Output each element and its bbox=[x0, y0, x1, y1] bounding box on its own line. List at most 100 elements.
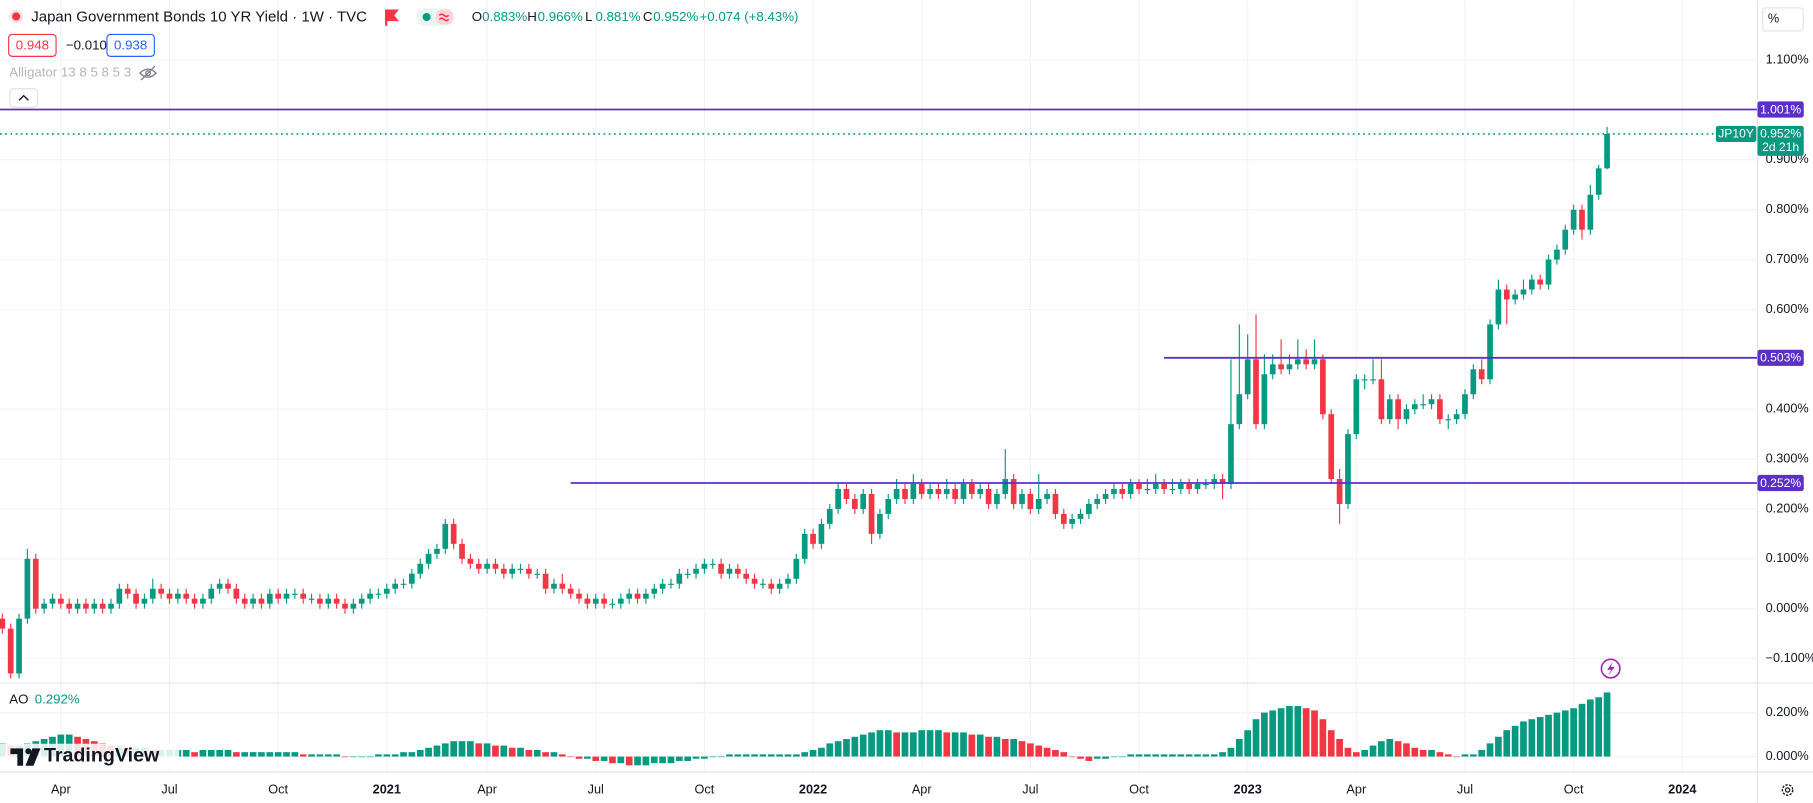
candle-body bbox=[1269, 364, 1276, 375]
ao-bar bbox=[492, 745, 499, 757]
ao-label[interactable]: AO bbox=[9, 691, 28, 706]
ao-bar bbox=[1160, 754, 1168, 757]
ao-bar bbox=[1478, 749, 1486, 757]
ao-bar bbox=[1528, 719, 1536, 757]
ao-bar bbox=[1093, 756, 1101, 759]
candle-body bbox=[500, 568, 507, 574]
candle-body bbox=[1002, 479, 1009, 494]
ao-bar bbox=[960, 732, 967, 757]
ask-box[interactable] bbox=[106, 33, 155, 57]
collapse-button[interactable] bbox=[9, 88, 39, 108]
ao-bar bbox=[1336, 738, 1343, 757]
ao-bar bbox=[266, 752, 274, 757]
candle-body bbox=[617, 598, 624, 604]
candle-body bbox=[877, 513, 883, 534]
candle-body bbox=[751, 578, 758, 584]
ao-bar bbox=[191, 752, 198, 757]
candle-body bbox=[325, 598, 332, 604]
ao-bar bbox=[475, 743, 483, 757]
candle-body bbox=[843, 488, 850, 499]
candle-body bbox=[1445, 419, 1452, 421]
ao-bar bbox=[1018, 741, 1026, 757]
x-tick-label: 2022 bbox=[799, 781, 827, 796]
ao-bar bbox=[483, 743, 491, 757]
candle-body bbox=[793, 558, 800, 579]
candle-body bbox=[108, 603, 114, 609]
symbol-title[interactable]: Japan Government Bonds 10 YR Yield · 1W … bbox=[31, 9, 367, 26]
level-badge bbox=[1757, 474, 1804, 492]
x-tick-label: Jul bbox=[588, 781, 604, 796]
ao-bar bbox=[976, 734, 984, 757]
ao-bar bbox=[1027, 743, 1034, 757]
ao-bar bbox=[216, 749, 223, 757]
candle-body bbox=[442, 523, 449, 549]
candle-body bbox=[1169, 488, 1176, 491]
candle-body bbox=[1320, 359, 1326, 415]
hidden-eye-icon[interactable] bbox=[139, 65, 157, 81]
candle-body bbox=[634, 593, 641, 599]
ao-bar bbox=[868, 732, 875, 757]
candle-body bbox=[1537, 279, 1544, 285]
candle-body bbox=[785, 578, 791, 584]
scale-mode-button[interactable] bbox=[1762, 7, 1804, 32]
candle-body bbox=[58, 598, 64, 604]
ao-bar bbox=[567, 756, 575, 758]
ao-bar bbox=[467, 741, 474, 757]
candle-body bbox=[434, 548, 440, 554]
ao-bar bbox=[425, 747, 432, 757]
indicator-lightning-icon[interactable] bbox=[1600, 658, 1621, 679]
ao-bar bbox=[1327, 730, 1335, 757]
candle-body bbox=[893, 488, 900, 499]
candle-body bbox=[409, 573, 415, 584]
ao-bar bbox=[316, 754, 324, 757]
ao-bar bbox=[1511, 725, 1519, 757]
symbol-badge bbox=[1715, 125, 1757, 143]
indicator-legend[interactable]: Alligator 13 8 5 8 5 3 bbox=[9, 65, 131, 80]
ao-bar bbox=[1035, 745, 1043, 757]
ao-bar bbox=[801, 752, 809, 757]
ao-bar bbox=[375, 754, 382, 757]
candle-body bbox=[1052, 493, 1059, 514]
x-tick-label: Oct bbox=[695, 781, 715, 796]
candle-body bbox=[74, 603, 81, 609]
bid-box[interactable] bbox=[8, 33, 57, 57]
ao-bar bbox=[1361, 749, 1369, 757]
ao-bar bbox=[1286, 706, 1293, 757]
ao-bar bbox=[625, 756, 633, 766]
y-tick-label: 0.200% bbox=[1766, 500, 1809, 515]
candle-body bbox=[292, 593, 298, 595]
ao-bar bbox=[1461, 754, 1469, 757]
ao-bar bbox=[1127, 754, 1135, 757]
candle-body bbox=[509, 568, 516, 574]
market-open-dot bbox=[422, 13, 431, 22]
candle-body bbox=[1545, 259, 1552, 285]
ao-bar bbox=[726, 754, 733, 757]
ao-bar bbox=[1302, 708, 1310, 757]
candle-body bbox=[400, 583, 407, 585]
ao-bar bbox=[901, 732, 909, 757]
ao-bar bbox=[1586, 699, 1594, 757]
candle-body bbox=[584, 598, 591, 604]
ao-bar bbox=[1277, 708, 1285, 757]
candle-body bbox=[149, 588, 156, 599]
candle-body bbox=[1345, 434, 1351, 504]
candle-body bbox=[225, 583, 231, 589]
candle-body bbox=[576, 593, 582, 599]
candle-body bbox=[1136, 483, 1142, 489]
settings-icon[interactable] bbox=[1781, 784, 1794, 796]
ao-bar bbox=[1052, 749, 1059, 757]
ao-bar bbox=[751, 754, 758, 757]
x-tick-label: Jul bbox=[1457, 781, 1473, 796]
ao-bar bbox=[993, 736, 1001, 757]
ao-bar bbox=[1419, 749, 1427, 757]
candle-body bbox=[1127, 483, 1134, 494]
ao-bar bbox=[400, 752, 407, 757]
candle-body bbox=[1570, 209, 1577, 230]
ao-bar bbox=[224, 749, 232, 757]
candle-body bbox=[526, 568, 532, 574]
flag-icon[interactable] bbox=[385, 9, 399, 26]
y-tick-label: 0.000% bbox=[1766, 600, 1809, 615]
candle-body bbox=[216, 583, 223, 589]
ao-bar bbox=[684, 756, 692, 761]
candle-body bbox=[1420, 404, 1427, 406]
